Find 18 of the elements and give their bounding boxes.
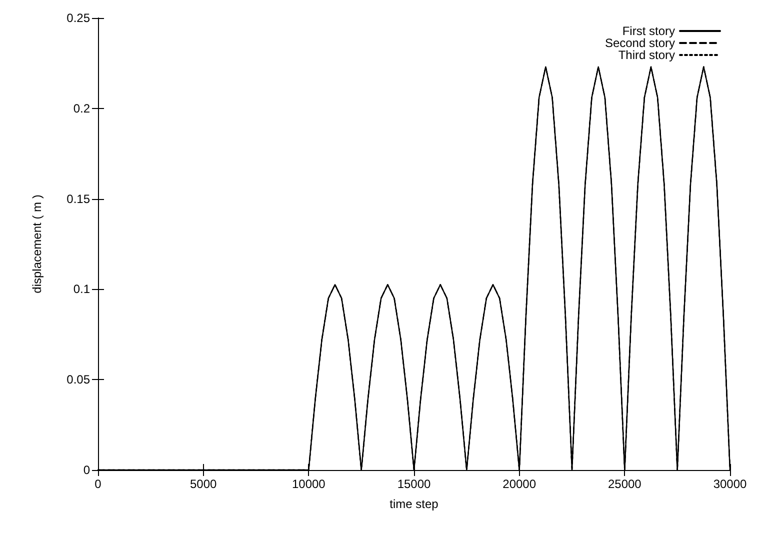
x-tick-label: 25000: [608, 477, 642, 491]
y-tick-label: 0.2: [73, 101, 90, 116]
legend-label: Second story: [604, 36, 675, 50]
x-tick-label: 15000: [397, 477, 432, 491]
x-axis-title: time step: [390, 497, 439, 511]
y-tick-label: 0.1: [73, 282, 90, 296]
y-tick-label: 0.15: [66, 192, 90, 206]
x-tick-label: 5000: [190, 477, 218, 491]
x-tick-label: 30000: [713, 477, 748, 491]
x-tick-label: 0: [94, 477, 102, 491]
y-axis-title: displacement ( m ): [30, 194, 44, 294]
y-tick-label: 0: [83, 463, 90, 477]
x-tick-label: 20000: [502, 477, 536, 491]
x-tick-label: 10000: [292, 477, 326, 491]
legend-label: Third story: [618, 48, 675, 62]
legend-label: First story: [622, 24, 675, 38]
y-tick-label: 0.05: [66, 372, 90, 387]
y-tick-label: 0.25: [66, 11, 90, 25]
